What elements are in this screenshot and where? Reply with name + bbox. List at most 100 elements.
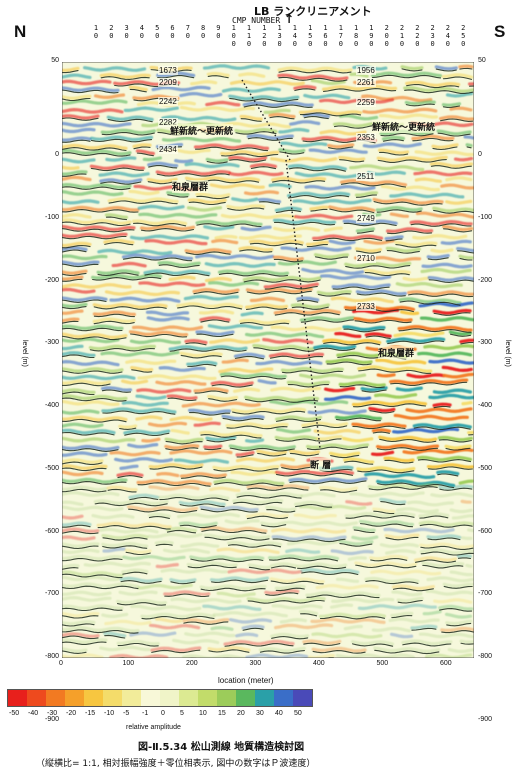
reflection-event [236, 494, 302, 499]
amplitude-band [356, 466, 416, 473]
amplitude-band [168, 275, 196, 282]
reflection-event [210, 579, 269, 584]
amplitude-band [298, 373, 367, 380]
amplitude-band [384, 533, 420, 540]
reflection-event [397, 599, 423, 604]
reflection-event [242, 627, 264, 631]
amplitude-band [385, 548, 417, 555]
reflection-event [62, 448, 119, 452]
amplitude-band [154, 617, 183, 624]
amplitude-band [62, 190, 124, 197]
amplitude-band [271, 527, 347, 534]
amplitude-band [144, 238, 208, 246]
amplitude-band [233, 352, 266, 359]
reflection-event [459, 257, 473, 261]
amplitude-band [447, 647, 474, 654]
amplitude-band [370, 569, 442, 576]
reflection-event [412, 137, 454, 142]
reflection-event [107, 118, 153, 123]
amplitude-band [438, 484, 474, 490]
amplitude-band [119, 576, 163, 583]
reflection-event [343, 328, 385, 333]
reflection-event [306, 594, 380, 599]
reflection-event [246, 290, 312, 295]
geology-annotation: 鮮新統〜更新統 [372, 120, 436, 133]
reflection-event [316, 438, 342, 442]
amplitude-band [418, 520, 474, 527]
amplitude-band [62, 136, 92, 142]
amplitude-band [195, 219, 263, 226]
amplitude-band [313, 344, 357, 350]
amplitude-band [99, 178, 143, 184]
reflection-event [369, 410, 395, 414]
cmp-number: 240 [445, 24, 450, 48]
reflection-event [128, 508, 198, 514]
amplitude-band [62, 595, 112, 602]
amplitude-band [380, 184, 440, 192]
reflection-event [165, 447, 199, 451]
amplitude-band [62, 148, 132, 156]
reflection-event [62, 397, 127, 402]
reflection-event [185, 342, 207, 346]
reflection-event [235, 131, 277, 135]
amplitude-band [158, 365, 206, 372]
reflection-event [317, 293, 351, 297]
reflection-event [62, 335, 127, 341]
amplitude-band [62, 388, 96, 394]
amplitude-band [399, 310, 420, 316]
colorbar-swatch [198, 690, 217, 706]
reflection-event [392, 587, 434, 592]
amplitude-band [209, 576, 270, 583]
amplitude-band [409, 219, 473, 226]
reflection-event [281, 466, 311, 471]
reflection-event [208, 398, 238, 402]
amplitude-band [459, 639, 474, 644]
amplitude-band [410, 624, 438, 630]
amplitude-band [62, 477, 128, 484]
amplitude-band [445, 92, 474, 98]
x-tick: 300 [249, 660, 262, 667]
amplitude-band [393, 413, 469, 421]
velocity-label: 1956 [356, 66, 376, 75]
amplitude-band [148, 463, 204, 469]
reflection-event [437, 473, 459, 477]
amplitude-band [406, 500, 454, 507]
reflection-event [130, 333, 188, 338]
reflection-event [151, 649, 201, 654]
amplitude-band [62, 647, 88, 653]
reflection-event [433, 209, 474, 214]
amplitude-band [351, 535, 379, 541]
amplitude-band [91, 513, 135, 520]
reflection-event [62, 272, 87, 276]
cmp-number: 20 [109, 24, 114, 40]
geology-annotation: 和泉層群 [378, 346, 415, 359]
amplitude-band [62, 563, 80, 569]
colorbar-tick: 40 [275, 710, 283, 717]
amplitude-band [62, 254, 108, 261]
y-tick-left: -200 [44, 276, 59, 284]
amplitude-band [445, 619, 473, 626]
amplitude-band [390, 611, 414, 618]
colorbar-tick: 10 [199, 710, 207, 717]
amplitude-band [164, 443, 200, 450]
reflection-event [457, 250, 474, 254]
reflection-event [275, 418, 322, 423]
amplitude-band [184, 248, 232, 254]
lineament-label: LB ランクリニアメント [254, 5, 372, 18]
amplitude-band [418, 512, 450, 518]
amplitude-band [277, 73, 349, 81]
amplitude-band [329, 451, 361, 458]
amplitude-band [385, 246, 421, 253]
amplitude-band [371, 428, 391, 433]
reflection-event [62, 615, 99, 619]
amplitude-band [342, 325, 386, 332]
amplitude-band [147, 161, 179, 168]
reflection-event [93, 306, 167, 310]
colorbar-tick: -30 [47, 710, 58, 717]
amplitude-band [294, 171, 366, 179]
amplitude-band [274, 435, 318, 441]
reflection-event [243, 104, 313, 108]
reflection-event [141, 615, 215, 620]
reflection-event [204, 447, 222, 451]
amplitude-band [203, 533, 271, 540]
